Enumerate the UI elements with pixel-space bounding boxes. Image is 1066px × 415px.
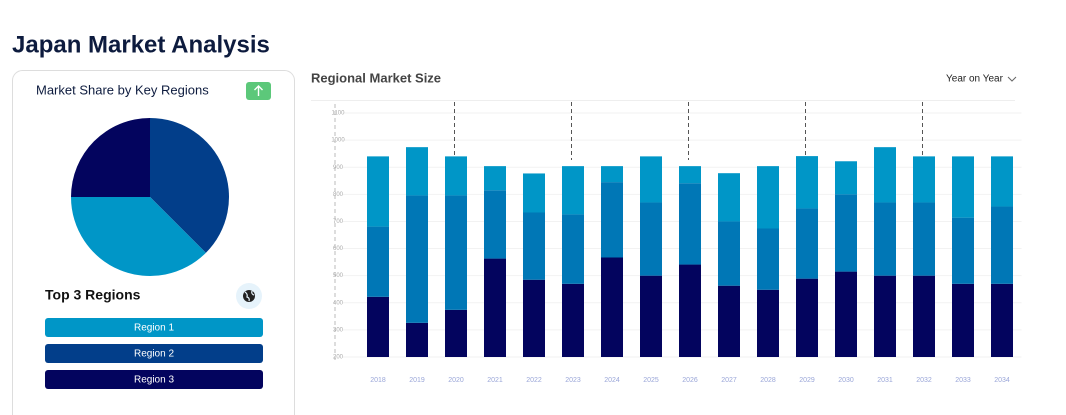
page-title: Japan Market Analysis	[12, 31, 270, 58]
bar-segment	[562, 283, 584, 357]
bar-segment	[523, 212, 545, 280]
x-tick-label: 2034	[994, 377, 1010, 384]
bar-title: Regional Market Size	[311, 70, 441, 85]
region-button[interactable]	[45, 318, 263, 337]
bar-segment	[523, 279, 545, 357]
bar-segment	[874, 275, 896, 357]
bar-segment	[796, 278, 818, 357]
bar-segment	[796, 208, 818, 279]
x-tick-label: 2029	[799, 377, 815, 384]
bar-segment	[835, 194, 857, 272]
bar-segment	[952, 283, 974, 357]
arrow-icon	[254, 85, 263, 96]
bar-segment	[640, 156, 662, 203]
bar-segment	[562, 214, 584, 284]
pie-title: Market Share by Key Regions	[36, 82, 209, 97]
y-tick-label: 1000	[331, 138, 345, 144]
bar-segment	[757, 228, 779, 290]
bar-segment	[601, 182, 623, 258]
bar-segment	[367, 226, 389, 297]
bar-segment	[757, 166, 779, 229]
bar-segment	[952, 217, 974, 284]
region-label: Region 2	[134, 349, 174, 360]
x-tick-label: 2031	[877, 377, 893, 384]
bar-segment	[835, 161, 857, 195]
bar-segment	[445, 156, 467, 196]
pie-slice	[150, 118, 229, 253]
bar-segment	[562, 166, 584, 215]
x-tick-label: 2032	[916, 377, 932, 384]
bar-segment	[952, 156, 974, 218]
region-label: Region 1	[134, 323, 174, 334]
bar-segment	[640, 202, 662, 276]
bar-segment	[913, 156, 935, 203]
y-tick-label: 800	[333, 192, 344, 198]
bar-segment	[679, 264, 701, 357]
y-tick-label: 700	[333, 219, 344, 225]
bar-segment	[640, 275, 662, 357]
bar-segment	[445, 309, 467, 357]
x-tick-label: 2033	[955, 377, 971, 384]
x-tick-label: 2019	[409, 377, 425, 384]
bar-segment	[874, 202, 896, 276]
region-button[interactable]	[45, 344, 263, 363]
bar-segment	[991, 156, 1013, 207]
period-select[interactable]: Year on Year	[946, 74, 1004, 85]
y-tick-label: 200	[333, 355, 344, 361]
x-tick-label: 2030	[838, 377, 854, 384]
x-tick-label: 2022	[526, 377, 542, 384]
bar-segment	[484, 258, 506, 357]
bar-segment	[406, 195, 428, 323]
bar-segment	[757, 289, 779, 357]
chevron	[1007, 76, 1017, 82]
bar-segment	[679, 166, 701, 184]
bar-segment	[913, 275, 935, 357]
x-tick-label: 2026	[682, 377, 698, 384]
bar-segment	[601, 257, 623, 357]
x-tick-label: 2018	[370, 377, 386, 384]
x-tick-label: 2027	[721, 377, 737, 384]
x-tick-label: 2023	[565, 377, 581, 384]
y-tick-label: 500	[333, 273, 344, 279]
region-label: Region 3	[134, 375, 174, 386]
bar-segment	[991, 283, 1013, 357]
y-tick-label: 600	[333, 246, 344, 252]
bar-segment	[991, 206, 1013, 284]
bar-segment	[445, 195, 467, 310]
y-tick-label: 900	[333, 165, 344, 171]
y-tick-label: 300	[333, 327, 344, 333]
pie-slice	[71, 118, 150, 197]
bar-segment	[406, 147, 428, 196]
region-button[interactable]	[45, 370, 263, 389]
bar-segment	[874, 147, 896, 203]
bar-segment	[913, 202, 935, 276]
globe-detail	[244, 290, 255, 302]
bar-segment	[718, 221, 740, 286]
pie-slice	[71, 197, 206, 276]
bar-segment	[796, 156, 818, 209]
bar-segment	[406, 322, 428, 357]
x-tick-label: 2024	[604, 377, 620, 384]
regions-heading: Top 3 Regions	[45, 287, 141, 303]
bar-segment	[367, 296, 389, 357]
bar-segment	[367, 156, 389, 227]
bar-segment	[601, 166, 623, 183]
y-tick-label: 400	[333, 300, 344, 306]
x-tick-label: 2020	[448, 377, 464, 384]
bar-segment	[718, 285, 740, 357]
x-tick-label: 2021	[487, 377, 503, 384]
x-tick-label: 2025	[643, 377, 659, 384]
bar-segment	[523, 173, 545, 213]
bar-segment	[679, 183, 701, 265]
bar-segment	[484, 190, 506, 259]
x-tick-label: 2028	[760, 377, 776, 384]
y-tick-label: 1100	[332, 111, 346, 117]
bar-segment	[718, 173, 740, 222]
bar-segment	[835, 271, 857, 357]
bar-segment	[484, 166, 506, 191]
